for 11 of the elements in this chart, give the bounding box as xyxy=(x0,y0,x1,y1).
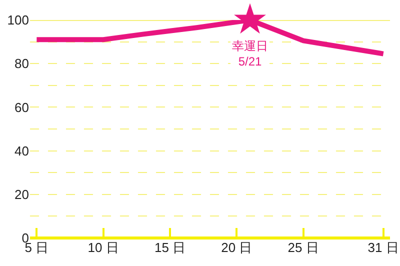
y-tick-label: 80 xyxy=(14,56,29,72)
x-tick-label: 10 日 xyxy=(88,240,119,255)
y-tick-label: 100 xyxy=(7,12,29,28)
x-tick-label: 15 日 xyxy=(154,240,186,255)
x-tick-label: 31 日 xyxy=(368,240,399,255)
x-tick-label: 20 日 xyxy=(221,240,252,255)
annotation: 幸運日 5/21 xyxy=(232,39,268,69)
y-tick-label: 40 xyxy=(14,143,29,158)
y-tick-label: 20 xyxy=(14,186,29,202)
x-tick-label: 25 日 xyxy=(288,240,319,255)
y-tick-label: 60 xyxy=(14,100,29,115)
